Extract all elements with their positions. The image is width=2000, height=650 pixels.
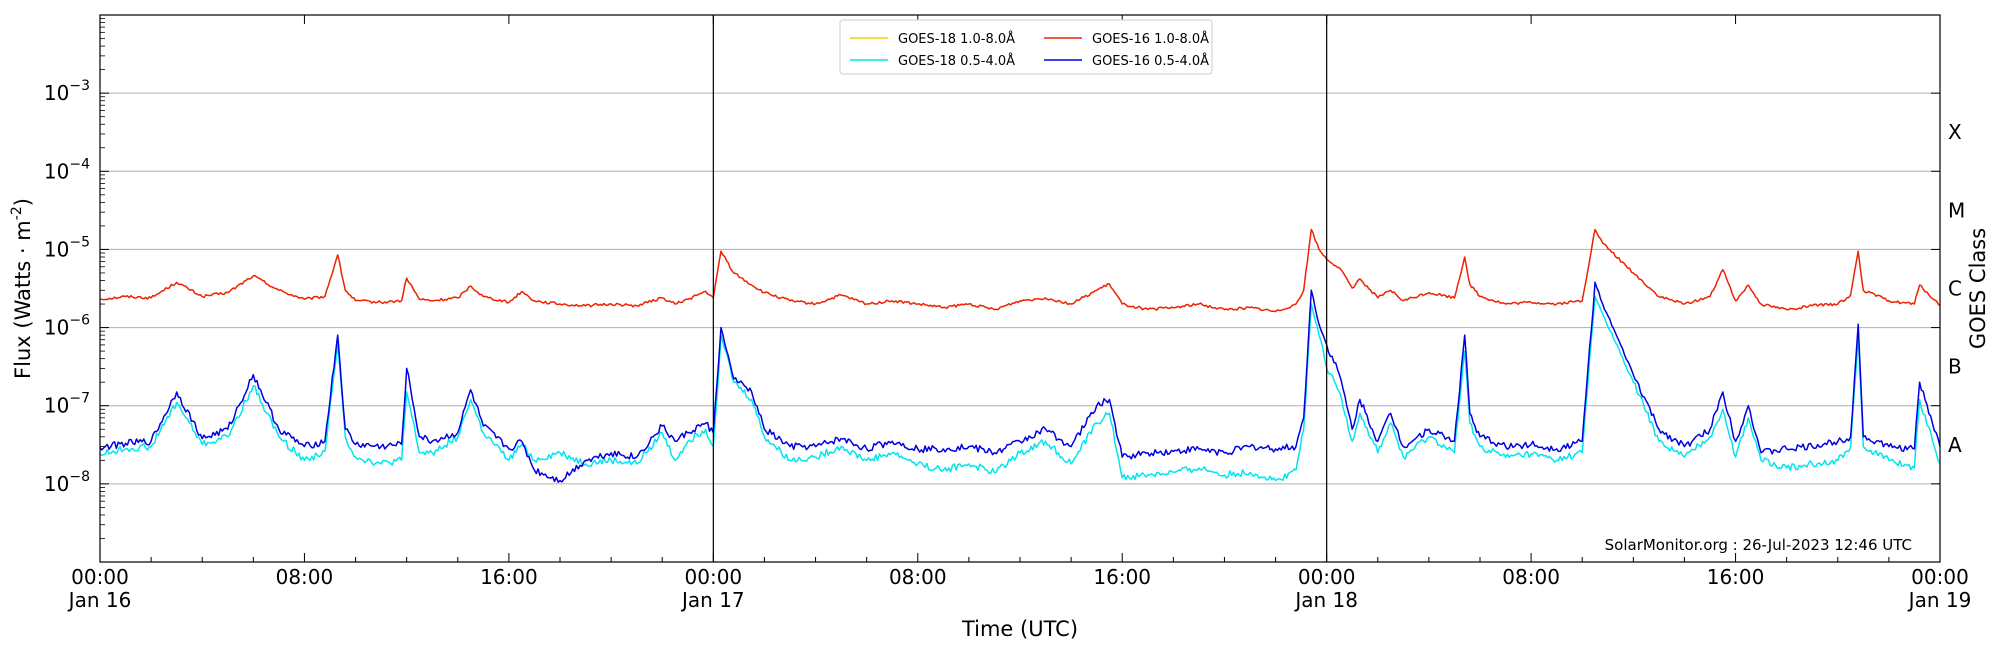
goes-class-label: A — [1948, 433, 1962, 457]
x-tick-label: 00:00 — [1298, 565, 1356, 589]
goes-class-labels: X M C B A — [1948, 120, 1965, 457]
goes-class-label: C — [1948, 277, 1962, 301]
secondary-y-axis-label: GOES Class — [1966, 228, 1990, 349]
y-tick-label: 10−3 — [44, 78, 90, 105]
series-lines — [99, 228, 1941, 483]
x-tick-label: 08:00 — [276, 565, 334, 589]
legend-entry: GOES-16 0.5-4.0Å — [1092, 53, 1209, 69]
y-tick-label: 10−6 — [44, 313, 90, 340]
y-tick-label: 10−7 — [44, 391, 90, 418]
source-annotation: SolarMonitor.org : 26-Jul-2023 12:46 UTC — [1605, 536, 1912, 554]
y-tick-label: 10−4 — [44, 156, 90, 183]
goes-class-label: B — [1948, 355, 1962, 379]
series-line — [99, 281, 1941, 483]
legend: GOES-18 1.0-8.0Å GOES-18 0.5-4.0Å GOES-16 … — [839, 19, 1213, 75]
series-line — [99, 295, 1941, 482]
x-tick-day-label: Jan 19 — [1907, 588, 1972, 612]
x-tick-label: 00:00 — [71, 565, 129, 589]
y-tick-label: 10−5 — [44, 234, 90, 261]
y-axis-label-exponent: -2 — [9, 206, 25, 220]
x-tick-day-label: Jan 18 — [1293, 588, 1358, 612]
y-axis-label-close: ) — [11, 198, 35, 206]
goes-class-label: M — [1948, 198, 1965, 222]
x-tick-label: 08:00 — [1502, 565, 1560, 589]
legend-box — [839, 19, 1213, 75]
x-tick-label: 08:00 — [889, 565, 947, 589]
x-tick-label: 16:00 — [480, 565, 538, 589]
x-tick-label: 16:00 — [1093, 565, 1151, 589]
x-tick-label: 16:00 — [1707, 565, 1765, 589]
y-tick-label: 10−8 — [44, 469, 90, 496]
y-axis-label-main: Flux (Watts · m — [11, 220, 35, 379]
y-axis-label: Flux (Watts · m-2) — [9, 198, 35, 379]
legend-entry: GOES-18 0.5-4.0Å — [898, 53, 1015, 69]
series-line — [100, 228, 1941, 313]
x-tick-day-label: Jan 17 — [680, 588, 745, 612]
x-tick-label: 00:00 — [685, 565, 743, 589]
x-tick-label: 00:00 — [1911, 565, 1969, 589]
goes-class-label: X — [1948, 120, 1962, 144]
x-tick-day-label: Jan 16 — [67, 588, 132, 612]
y-axis-ticks: 10−8 10−7 10−6 10−5 10−4 10−3 — [44, 18, 1940, 539]
legend-entry: GOES-18 1.0-8.0Å — [898, 31, 1015, 47]
gridlines — [100, 92, 1940, 485]
day-dividers — [712, 15, 1328, 562]
legend-entry: GOES-16 1.0-8.0Å — [1092, 31, 1209, 47]
x-axis-label: Time (UTC) — [961, 617, 1078, 641]
